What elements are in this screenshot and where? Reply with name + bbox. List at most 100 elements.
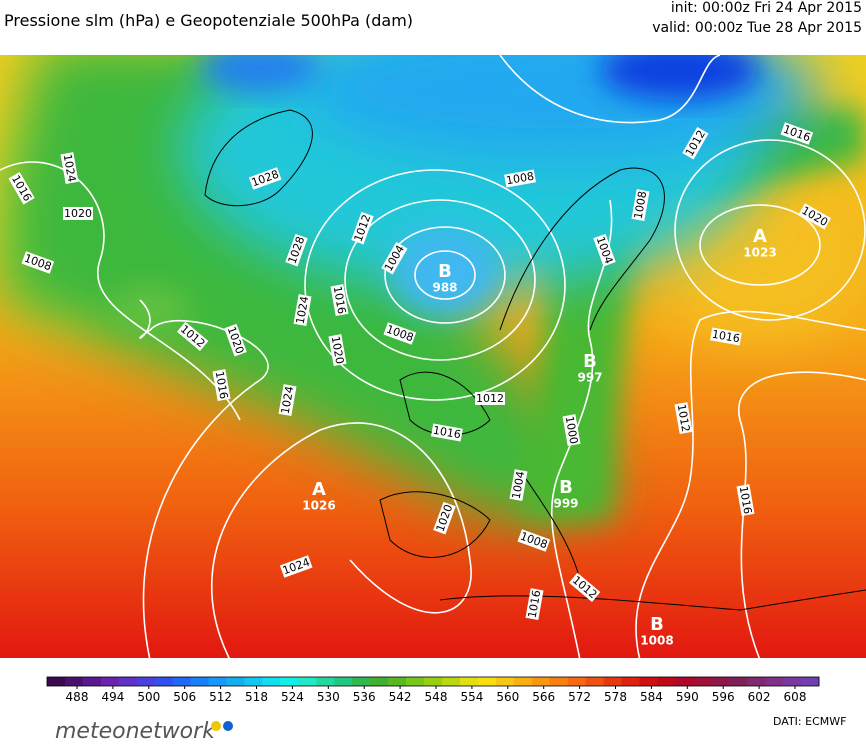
isobar-label: 1004 <box>509 469 528 501</box>
label-box <box>278 384 297 416</box>
label-box <box>63 207 93 220</box>
colorbar-swatch <box>585 677 605 686</box>
label-box <box>351 211 374 245</box>
colorbar-swatch <box>154 677 174 686</box>
isobar-label: 1020 <box>328 334 347 366</box>
colorbar-swatch <box>208 677 228 686</box>
colorbar-label: 518 <box>245 690 268 704</box>
center-value: 1008 <box>640 634 673 648</box>
colorbar-label: 590 <box>676 690 699 704</box>
isobar-value: 1016 <box>331 285 349 315</box>
colorbar-label: 500 <box>137 690 160 704</box>
colorbar-swatch <box>47 677 66 686</box>
center-value: 1023 <box>743 246 776 260</box>
colorbar-label: 524 <box>281 690 304 704</box>
isobar-label: 1020 <box>63 207 93 220</box>
colorbar-swatch <box>675 677 694 686</box>
label-box <box>504 169 536 188</box>
isobar-value: 1000 <box>563 415 581 445</box>
colorbar-swatch <box>262 677 281 686</box>
label-box <box>212 369 231 401</box>
label-box <box>569 572 601 603</box>
label-box <box>631 189 650 221</box>
center-value: 999 <box>553 497 578 511</box>
center-letter: B <box>559 477 573 498</box>
center-letter: B <box>438 261 452 282</box>
colorbar-label: 608 <box>784 690 807 704</box>
colorbar-swatch <box>621 677 640 686</box>
colorbar-swatch <box>64 677 84 686</box>
title: Pressione slm (hPa) e Geopotenziale 500h… <box>4 11 413 30</box>
label-box <box>330 284 349 316</box>
colorbar-swatch <box>316 677 335 686</box>
isobar-label: 1016 <box>736 484 755 516</box>
label-box <box>710 327 742 346</box>
colorbar-swatch <box>406 677 425 686</box>
isobar-value: 1024 <box>279 385 297 415</box>
colorbar-label: 536 <box>353 690 376 704</box>
isobar-label: 1024 <box>278 384 297 416</box>
colorbar-label: 542 <box>389 690 412 704</box>
colorbar-label: 548 <box>425 690 448 704</box>
colorbar-swatch <box>639 677 658 686</box>
isobar-label: 1000 <box>562 414 581 446</box>
colorbar-swatch <box>82 677 102 686</box>
label-box <box>509 469 528 501</box>
isobar-value: 1016 <box>526 589 544 619</box>
source: DATI: ECMWF <box>773 715 846 728</box>
label-box <box>517 529 551 552</box>
label-box <box>279 555 313 578</box>
label-box <box>8 172 35 205</box>
colorbar-swatch <box>495 677 515 686</box>
isobar-value: 1012 <box>675 403 693 433</box>
isobar-value: 1024 <box>294 295 312 325</box>
colorbar-label: 572 <box>568 690 591 704</box>
label-box <box>328 334 347 366</box>
isobar-value: 1016 <box>213 370 231 400</box>
colorbar-swatch <box>549 677 569 686</box>
colorbar-swatch <box>693 677 712 686</box>
label-box <box>525 588 544 620</box>
label-box <box>431 423 463 442</box>
label-box <box>21 251 55 274</box>
isobar-value: 1008 <box>505 170 535 188</box>
isobar-label: 1016 <box>431 423 463 442</box>
label-box <box>383 322 417 345</box>
colorbar-label: 566 <box>532 690 555 704</box>
label-box <box>475 392 505 405</box>
isobar-label: 1024 <box>293 294 312 326</box>
isobar-value: 1016 <box>737 485 755 515</box>
colorbar-swatch <box>531 677 551 686</box>
colorbar-swatch <box>513 677 533 686</box>
colorbar-swatch <box>388 677 407 686</box>
colorbar-label: 530 <box>317 690 340 704</box>
colorbar-swatch <box>118 677 138 686</box>
label-box <box>562 414 581 446</box>
colorbar-swatch <box>729 677 748 686</box>
colorbar-label: 494 <box>101 690 124 704</box>
colorbar-swatch <box>657 677 676 686</box>
colorbar-swatch <box>136 677 156 686</box>
label-box <box>60 152 79 184</box>
valid-time: valid: 00:00z Tue 28 Apr 2015 <box>652 20 862 36</box>
center-letter: B <box>583 351 597 372</box>
isobar-label: 1012 <box>674 402 693 434</box>
colorbar-label: 488 <box>66 690 89 704</box>
init-time: init: 00:00z Fri 24 Apr 2015 <box>671 0 862 16</box>
label-box <box>248 167 282 190</box>
colorbar-swatch <box>190 677 210 686</box>
label-box <box>674 402 693 434</box>
colorbar-label: 560 <box>496 690 519 704</box>
colorbar-swatch <box>100 677 120 686</box>
colorbar-swatch <box>459 677 479 686</box>
center-value: 1026 <box>302 499 335 513</box>
label-box <box>780 122 814 145</box>
label-box <box>293 294 312 326</box>
colorbar-label: 584 <box>640 690 663 704</box>
isobar-value: 1004 <box>510 470 528 500</box>
logo-dot <box>211 721 221 731</box>
label-box <box>736 484 755 516</box>
colorbar-swatch <box>765 677 784 686</box>
colorbar-label: 602 <box>748 690 771 704</box>
